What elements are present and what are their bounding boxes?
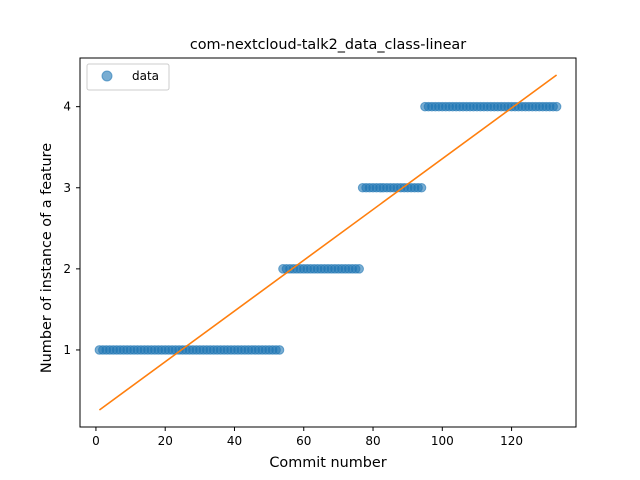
legend-label-data: data: [132, 69, 159, 83]
x-tick-label: 20: [158, 434, 173, 448]
legend-frame: [86, 63, 170, 91]
data-point: [551, 101, 562, 112]
plot-frame: [79, 57, 577, 428]
chart-title: com-nextcloud-talk2_data_class-linear: [190, 37, 466, 53]
x-tick-label: 60: [296, 434, 311, 448]
y-tick-label: 1: [63, 343, 71, 357]
x-tick-label: 100: [431, 434, 454, 448]
y-axis-label: Number of instance of a feature: [39, 143, 55, 373]
data-point: [416, 182, 427, 193]
plot-area: 0 20 40 60 80 100 120 1 2 3 4: [63, 57, 577, 448]
x-tick-label: 80: [365, 434, 380, 448]
data-point: [274, 345, 285, 355]
y-tick-label: 2: [63, 262, 71, 276]
x-tick-label: 40: [227, 434, 242, 448]
legend: data: [86, 63, 170, 91]
y-tick-label: 3: [63, 181, 71, 195]
x-axis-label: Commit number: [269, 455, 386, 471]
y-tick-label: 4: [63, 100, 71, 114]
x-tick-label: 120: [500, 434, 523, 448]
legend-marker-data: [101, 70, 113, 82]
fit-line: [98, 74, 558, 411]
x-tick-label: 0: [92, 434, 100, 448]
data-point: [354, 264, 364, 274]
